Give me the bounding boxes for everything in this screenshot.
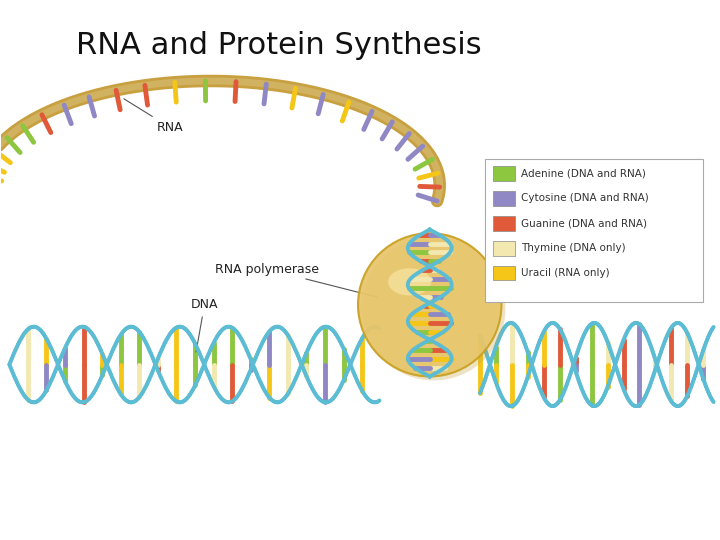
Text: RNA and Protein Synthesis: RNA and Protein Synthesis [76,31,482,60]
Bar [493,241,516,255]
Text: RNA polymerase: RNA polymerase [215,262,377,297]
Bar [493,216,516,231]
Bar [493,191,516,206]
Bar [493,266,516,280]
Text: Cytosine (DNA and RNA): Cytosine (DNA and RNA) [521,193,649,204]
Circle shape [358,233,501,376]
Text: Uracil (RNA only): Uracil (RNA only) [521,268,610,278]
Text: Thymine (DNA only): Thymine (DNA only) [521,243,626,253]
Text: RNA: RNA [124,99,183,134]
Ellipse shape [388,268,431,295]
Circle shape [362,237,505,380]
FancyBboxPatch shape [485,159,703,302]
Text: Adenine (DNA and RNA): Adenine (DNA and RNA) [521,168,647,179]
Bar [493,166,516,181]
Text: Guanine (DNA and RNA): Guanine (DNA and RNA) [521,218,647,228]
Text: DNA: DNA [191,298,218,352]
